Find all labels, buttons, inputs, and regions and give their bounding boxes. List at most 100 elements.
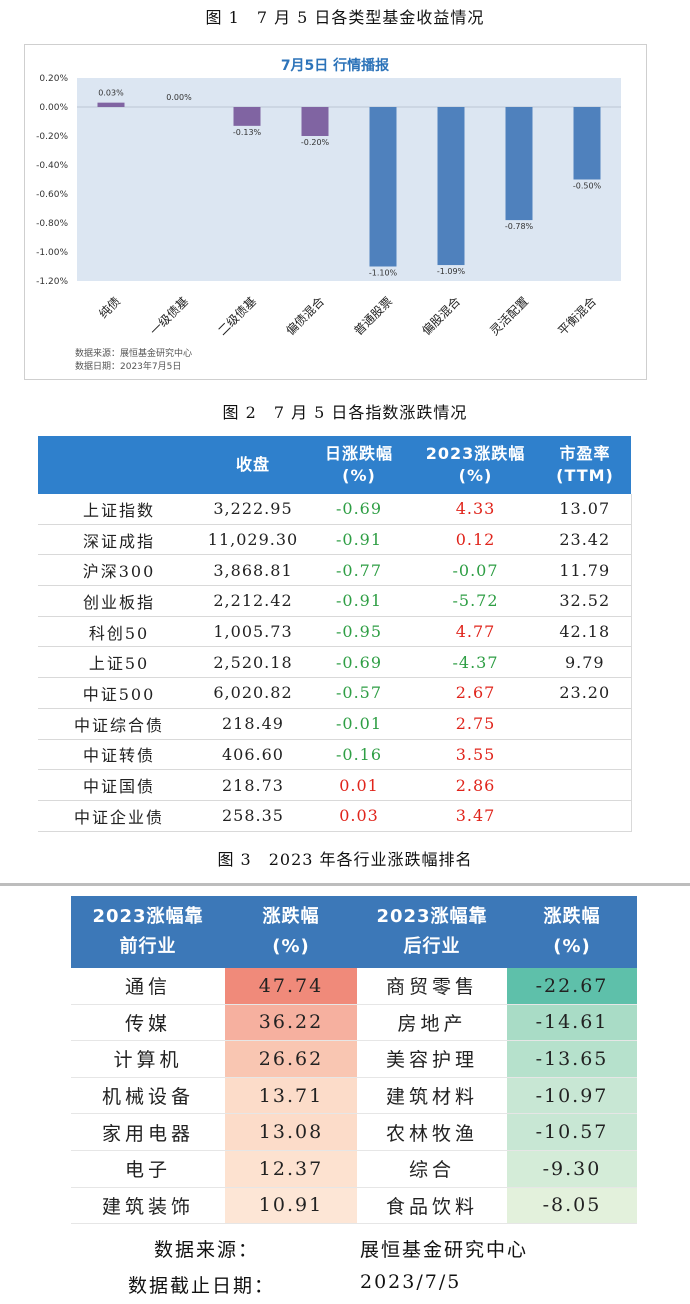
index-day-change: -0.95	[306, 616, 412, 648]
y-tick-label: 0.00%	[39, 103, 68, 113]
index-pe: 13.07	[539, 494, 632, 525]
index-close: 6,020.82	[200, 677, 306, 709]
index-day-change: -0.91	[306, 524, 412, 556]
index-row: 中证国债 218.73 0.01 2.86	[38, 769, 632, 801]
index-close: 218.73	[200, 769, 306, 801]
index-close: 2,520.18	[200, 646, 306, 679]
header-close: 收盘	[200, 436, 306, 494]
chart-title: 7月5日 行情播报	[281, 57, 389, 74]
industry-row: 家用电器 13.08 农林牧渔 -10.57	[71, 1114, 637, 1151]
index-ytd-change: 4.33	[412, 494, 539, 525]
index-ytd-change: 2.75	[412, 708, 539, 740]
bar-value-label: -0.50%	[573, 182, 602, 191]
top-industry-name: 建筑装饰	[71, 1188, 225, 1225]
bottom-industry-name: 综合	[357, 1151, 507, 1188]
header-bottom-change: 涨跌幅 (%)	[507, 896, 637, 968]
header-pe: 市盈率 (TTM)	[539, 436, 631, 494]
source-label: 数据来源：	[154, 1239, 260, 1261]
header-name	[38, 436, 200, 494]
bar-value-label: -0.78%	[505, 222, 534, 231]
index-row: 中证转债 406.60 -0.16 3.55	[38, 739, 632, 771]
category-label: 二级债基	[215, 294, 259, 338]
index-ytd-change: -0.07	[412, 554, 539, 587]
index-close: 3,222.95	[200, 494, 306, 525]
index-ytd-change: 4.77	[412, 616, 539, 648]
bar-value-label: -0.13%	[233, 128, 262, 137]
index-row: 上证50 2,520.18 -0.69 -4.37 9.79	[38, 646, 632, 679]
bottom-industry-name: 农林牧渔	[357, 1114, 507, 1151]
fund-return-chart: 7月5日 行情播报 0.20% 0.00% -0.20% -0.40% -0.60% -0.…	[24, 44, 647, 380]
index-row: 中证企业债 258.35 0.03 3.47	[38, 800, 632, 832]
category-label: 普通股票	[351, 294, 395, 338]
y-tick-label: -1.00%	[36, 248, 68, 258]
bottom-industry-name: 食品饮料	[357, 1188, 507, 1225]
index-pe: 23.20	[539, 677, 632, 709]
bar-value-label: -1.09%	[437, 267, 466, 276]
index-pe	[539, 708, 632, 740]
bottom-industry-change: -10.57	[507, 1114, 637, 1151]
category-label: 灵活配置	[487, 294, 531, 338]
index-ytd-change: 2.67	[412, 677, 539, 709]
index-pe	[539, 769, 632, 801]
bottom-industry-name: 房地产	[357, 1005, 507, 1042]
header-day-change: 日涨跌幅 (%)	[306, 436, 412, 494]
bar-value-label: 0.03%	[98, 89, 124, 98]
date-label: 数据截止日期：	[128, 1275, 276, 1297]
header-top-change: 涨跌幅 (%)	[225, 896, 357, 968]
index-pe: 32.52	[539, 585, 632, 617]
index-name: 上证指数	[38, 494, 200, 525]
y-tick-label: -0.60%	[36, 190, 68, 200]
bar-5	[369, 107, 397, 267]
figure2-caption: 图 2 7 月 5 日各指数涨跌情况	[222, 403, 468, 422]
index-day-change: -0.69	[306, 646, 412, 679]
header-ytd-change: 2023涨跌幅 (%)	[412, 436, 539, 494]
index-name: 科创50	[38, 616, 200, 648]
bar-7	[505, 107, 533, 221]
bar-8	[573, 107, 601, 180]
index-close: 11,029.30	[200, 524, 306, 556]
index-name: 沪深300	[38, 554, 200, 587]
index-day-change: -0.77	[306, 554, 412, 587]
bottom-industry-name: 商贸零售	[357, 968, 507, 1005]
index-close: 258.35	[200, 800, 306, 832]
figure3-caption: 图 3 2023 年各行业涨跌幅排名	[217, 850, 473, 869]
category-label: 平衡混合	[555, 294, 600, 339]
industry-table-header: 2023涨幅靠 前行业 涨跌幅 (%) 2023涨幅靠 后行业 涨跌幅 (%)	[71, 896, 637, 968]
bottom-industry-name: 美容护理	[357, 1041, 507, 1078]
industry-row: 电子 12.37 综合 -9.30	[71, 1150, 637, 1188]
index-day-change: 0.03	[306, 800, 412, 832]
index-name: 创业板指	[38, 585, 200, 617]
index-ytd-change: -5.72	[412, 585, 539, 617]
index-close: 2,212.42	[200, 585, 306, 617]
index-name: 深证成指	[38, 524, 200, 556]
index-row: 深证成指 11,029.30 -0.91 0.12 23.42	[38, 524, 632, 556]
index-day-change: -0.01	[306, 708, 412, 740]
industry-row: 计算机 26.62 美容护理 -13.65	[71, 1041, 637, 1078]
index-pe: 42.18	[539, 616, 632, 648]
index-row: 科创50 1,005.73 -0.95 4.77 42.18	[38, 616, 632, 648]
bottom-industry-change: -14.61	[507, 1004, 637, 1042]
top-industry-change: 12.37	[225, 1150, 357, 1188]
industry-row: 通信 47.74 商贸零售 -22.67	[71, 968, 637, 1005]
index-row: 创业板指 2,212.42 -0.91 -5.72 32.52	[38, 585, 632, 617]
top-industry-name: 机械设备	[71, 1078, 225, 1115]
y-tick-label: -0.80%	[36, 219, 68, 229]
index-ytd-change: 0.12	[412, 524, 539, 556]
index-pe	[539, 739, 632, 771]
index-pe	[539, 800, 632, 832]
category-label: 一级债基	[147, 294, 191, 338]
fund-return-chart-svg: 7月5日 行情播报 0.20% 0.00% -0.20% -0.40% -0.60% -0.…	[36, 57, 621, 372]
bottom-industry-change: -9.30	[507, 1150, 637, 1188]
index-close: 1,005.73	[200, 616, 306, 648]
index-row: 沪深300 3,868.81 -0.77 -0.07 11.79	[38, 554, 632, 587]
index-pe: 11.79	[539, 554, 632, 587]
index-row: 中证综合债 218.49 -0.01 2.75	[38, 708, 632, 740]
index-row: 上证指数 3,222.95 -0.69 4.33 13.07	[38, 494, 632, 525]
chart-source: 数据来源：展恒基金研究中心	[75, 347, 192, 359]
category-label: 偏股混合	[419, 294, 464, 339]
chart-date: 数据日期：2023年7月5日	[75, 360, 181, 372]
index-day-change: -0.91	[306, 585, 412, 617]
category-label: 纯债	[96, 294, 123, 321]
top-industry-name: 计算机	[71, 1041, 225, 1078]
bar-value-label: 0.00%	[166, 93, 192, 102]
